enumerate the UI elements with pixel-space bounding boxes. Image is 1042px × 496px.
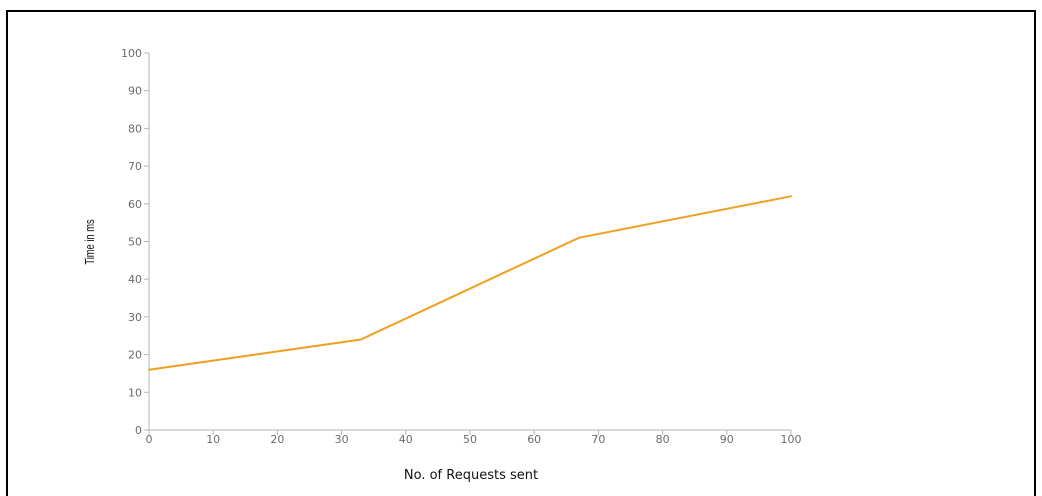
x-tick-label: 90 (720, 433, 734, 446)
x-tick-label: 50 (463, 433, 477, 446)
data-point (359, 338, 362, 341)
x-tick-label: 10 (206, 433, 220, 446)
x-ticks: 0 10 20 30 40 50 60 70 80 90 100 (146, 430, 802, 446)
y-axis-title: Time in ms (84, 219, 98, 265)
y-tick-label: 80 (128, 122, 142, 135)
y-ticks: 0 10 20 30 40 50 60 70 80 90 100 (121, 47, 149, 437)
y-tick-label: 60 (128, 198, 142, 211)
x-tick-label: 70 (591, 433, 605, 446)
plot-area: 0 10 20 30 40 50 60 70 80 90 100 0 10 20 30 40 50 60 70 80… (121, 47, 802, 446)
x-tick-label: 30 (335, 433, 349, 446)
x-tick-label: 80 (656, 433, 670, 446)
data-point (578, 236, 581, 239)
x-tick-label: 0 (146, 433, 153, 446)
y-tick-label: 30 (128, 311, 142, 324)
data-point (148, 368, 150, 371)
y-tick-label: 50 (128, 236, 142, 249)
data-point (790, 195, 792, 198)
y-tick-label: 20 (128, 349, 142, 362)
x-tick-label: 100 (781, 433, 802, 446)
x-axis-title: No. of Requests sent (404, 468, 538, 483)
y-tick-label: 40 (128, 273, 142, 286)
y-tick-label: 70 (128, 160, 142, 173)
figure-border (6, 10, 1036, 496)
x-tick-label: 60 (527, 433, 541, 446)
x-tick-label: 20 (270, 433, 284, 446)
y-tick-label: 90 (128, 85, 142, 98)
y-tick-label: 100 (121, 47, 142, 60)
series-layer (148, 195, 792, 371)
x-tick-label: 40 (399, 433, 413, 446)
y-tick-label: 10 (128, 386, 142, 399)
series-line (148, 195, 792, 371)
y-tick-label: 0 (135, 424, 142, 437)
